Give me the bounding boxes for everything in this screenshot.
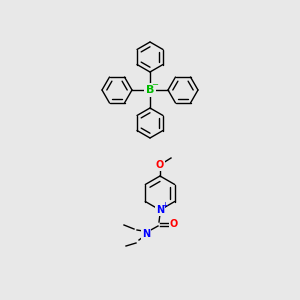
Text: −: − — [152, 80, 158, 89]
Text: N: N — [142, 229, 150, 239]
Text: +: + — [162, 200, 168, 209]
Text: O: O — [156, 160, 164, 170]
Text: N: N — [156, 205, 164, 215]
Text: O: O — [170, 219, 178, 229]
Text: B: B — [146, 85, 154, 95]
